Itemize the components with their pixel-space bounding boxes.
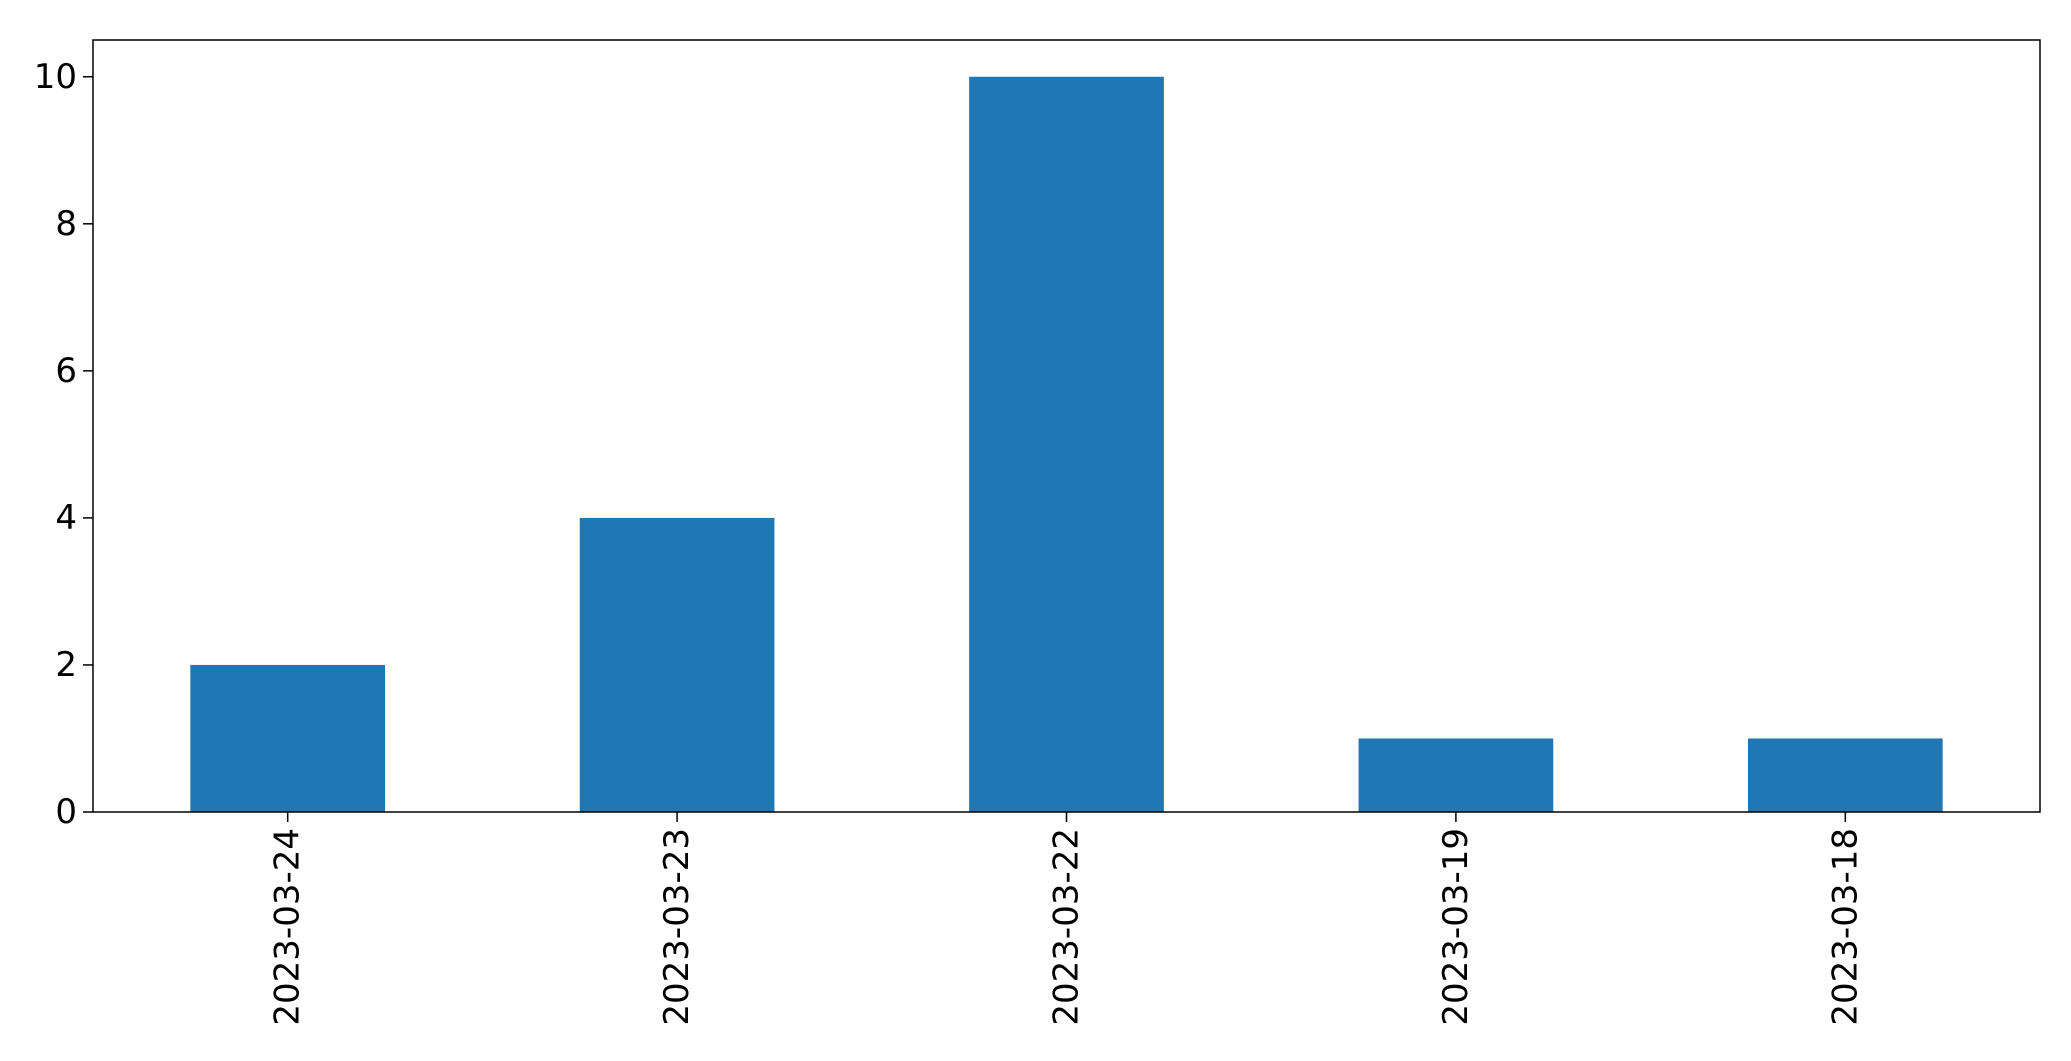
x-tick-label: 2023-03-23 [657,828,697,1026]
y-axis: 0 2 4 6 8 10 [34,57,93,832]
bar-2023-03-18 [1747,738,1943,812]
bar-2023-03-24 [190,664,386,812]
y-tick-label: 4 [55,498,77,538]
bar-2023-03-22 [969,76,1164,812]
y-tick-label: 8 [55,204,77,244]
bars-group [190,76,1943,812]
y-tick-label: 0 [55,792,77,832]
bar-2023-03-23 [579,517,775,812]
x-tick-label: 2023-03-24 [268,828,308,1026]
y-tick-label: 6 [55,351,77,391]
y-tick-label: 2 [55,645,77,685]
bar-2023-03-19 [1358,738,1554,812]
x-axis: 2023-03-24 2023-03-23 2023-03-22 2023-03-19… [268,812,1865,1026]
x-tick-label: 2023-03-18 [1825,828,1865,1026]
x-tick-label: 2023-03-22 [1047,828,1087,1026]
plot-frame [92,39,2041,813]
x-tick-label: 2023-03-19 [1436,828,1476,1026]
y-tick-label: 10 [34,57,77,97]
